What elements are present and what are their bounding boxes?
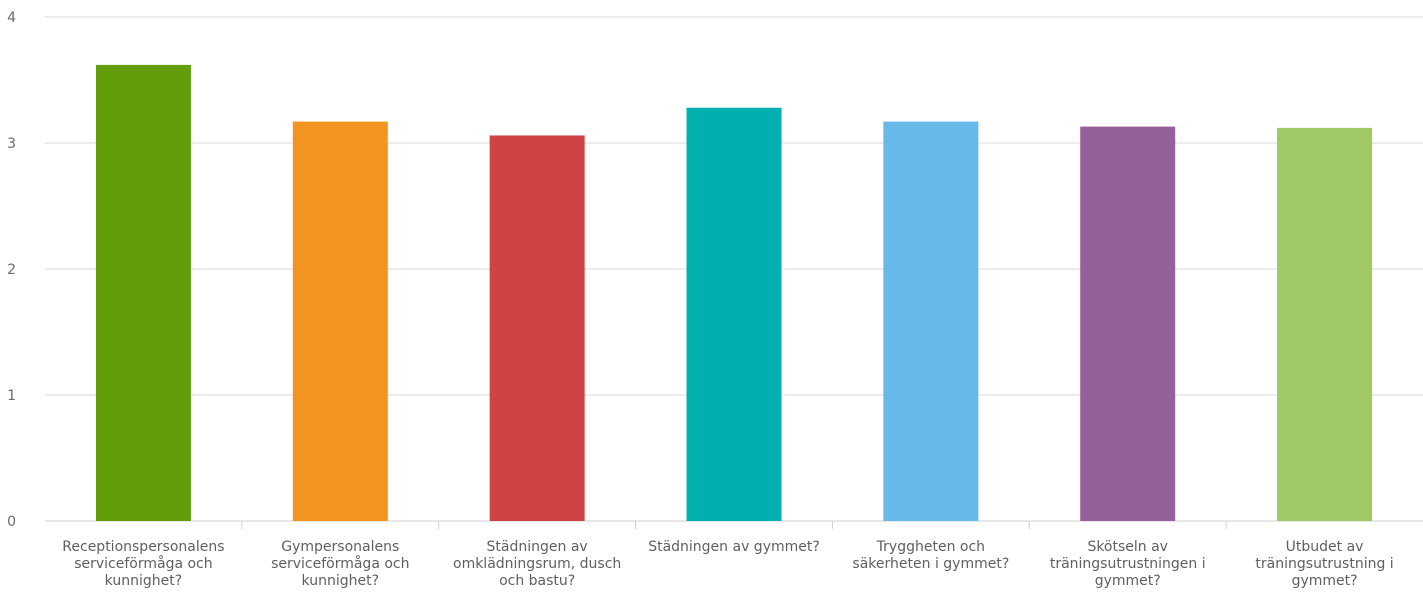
y-tick-label-1: 1 <box>7 388 16 404</box>
x-category-label-line: omklädningsrum, dusch <box>453 556 621 572</box>
y-tick-label-0: 0 <box>7 514 16 530</box>
y-tick-label-3: 3 <box>7 136 16 152</box>
x-category-label-line: träningsutrustningen i <box>1050 556 1206 572</box>
x-category-label-line: gymmet? <box>1292 573 1358 589</box>
x-category-label-line: kunnighet? <box>302 573 379 589</box>
x-category-label-line: gymmet? <box>1095 573 1161 589</box>
x-category-label-line: kunnighet? <box>105 573 182 589</box>
x-category-label-1: Receptionspersonalens serviceförmåga och k… <box>62 539 224 589</box>
x-category-label-line: Städningen av gymmet? <box>648 539 820 555</box>
y-tick-label-4: 4 <box>7 10 16 26</box>
y-tick-label-2: 2 <box>7 262 16 278</box>
x-category-label-line: Utbudet av <box>1286 539 1364 555</box>
bar-1 <box>95 64 191 521</box>
bar-5 <box>883 121 979 521</box>
x-category-label-line: träningsutrustning i <box>1255 556 1393 572</box>
x-category-label-line: Receptionspersonalens <box>62 539 224 555</box>
bar-6 <box>1080 126 1176 522</box>
x-category-label-line: Gympersonalens <box>281 539 399 555</box>
x-category-label-line: säkerheten i gymmet? <box>852 556 1009 572</box>
x-category-label-5: Tryggheten och säkerheten i gymmet? <box>852 539 1009 572</box>
x-category-label-line: serviceförmåga och <box>271 555 409 572</box>
x-category-label-line: Skötseln av <box>1087 539 1168 555</box>
bar-4 <box>686 107 782 521</box>
x-category-label-6: Skötseln av träningsutrustningen i gymmet? <box>1050 539 1206 589</box>
x-category-label-4: Städningen av gymmet? <box>648 539 820 555</box>
x-category-label-7: Utbudet av träningsutrustning i gymmet? <box>1255 539 1393 589</box>
bar-2 <box>292 121 388 521</box>
x-category-label-3: Städningen av omklädningsrum, dusch och ba… <box>453 539 621 589</box>
x-category-label-line: och bastu? <box>499 573 575 589</box>
x-category-label-2: Gympersonalens serviceförmåga och kunnighe… <box>271 539 409 589</box>
bar-3 <box>489 135 585 521</box>
x-category-label-line: Städningen av <box>487 539 588 555</box>
bar-layer <box>95 64 1373 522</box>
x-category-label-line: Tryggheten och <box>876 539 985 555</box>
bar-7 <box>1277 127 1373 521</box>
x-category-label-line: serviceförmåga och <box>74 555 212 572</box>
